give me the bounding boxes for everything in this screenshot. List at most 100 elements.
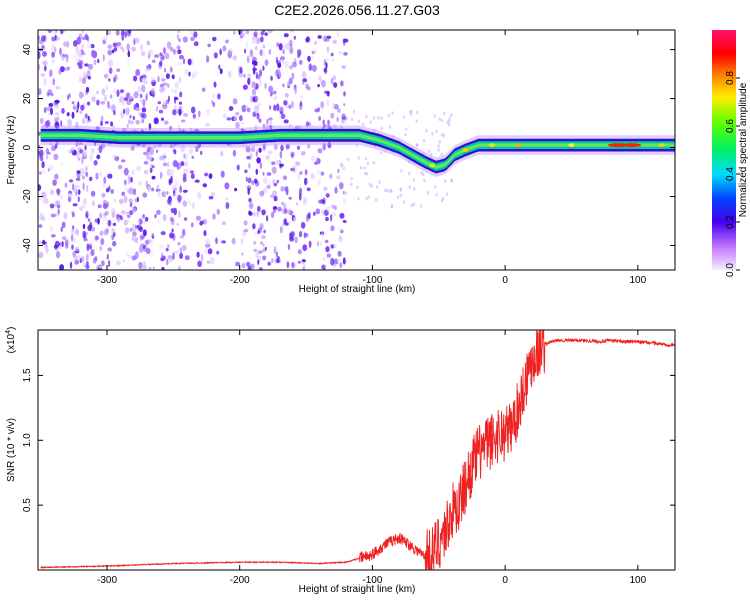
spectrogram-speck xyxy=(357,156,360,160)
spectrogram-speck xyxy=(442,133,445,138)
spectrogram-speck xyxy=(82,230,86,239)
spectrogram-speck xyxy=(217,93,221,100)
spectrogram-speck xyxy=(138,182,143,186)
spectrogram-speck xyxy=(365,196,368,201)
spectrogram-speck xyxy=(96,99,100,106)
spectrogram-speck xyxy=(326,99,330,107)
spectrogram-speck xyxy=(256,37,260,45)
spectrogram-speck xyxy=(86,70,91,76)
spectrogram-speck xyxy=(144,239,149,246)
spectrogram-speck xyxy=(305,122,312,127)
spectrogram-speck xyxy=(159,84,164,88)
spectrogram-speck xyxy=(107,59,114,67)
spectrogram-speck xyxy=(301,71,307,79)
spectrogram-speck xyxy=(72,105,77,110)
spectrogram-speck xyxy=(253,60,258,66)
spectrogram-speck xyxy=(190,30,195,37)
spectrogram-speck xyxy=(103,212,107,217)
spectrogram-speck xyxy=(330,77,334,85)
spectrogram-speck xyxy=(301,259,306,263)
spectrogram-speck xyxy=(122,259,126,263)
spectrogram-speck xyxy=(426,190,430,195)
spectrogram-speck xyxy=(340,162,344,168)
spectrogram-speck xyxy=(172,252,175,260)
spectrogram-speck xyxy=(91,200,96,207)
spectrogram-speck xyxy=(190,173,195,179)
spectrogram-speck xyxy=(133,38,136,46)
spectrogram-speck xyxy=(403,200,406,204)
spectrogram-speck xyxy=(255,151,258,157)
spectrogram-speck xyxy=(352,109,356,114)
spectrogram-speck xyxy=(380,126,383,130)
spectrogram-speck xyxy=(318,116,322,121)
spectrogram-speck xyxy=(399,193,402,198)
spectrogram-speck xyxy=(267,261,272,266)
spectrogram-speck xyxy=(150,239,154,248)
spectrogram-speck xyxy=(271,161,276,166)
spectrogram-speck xyxy=(53,99,59,107)
spectrogram-speck xyxy=(126,219,130,223)
spectrogram-speck xyxy=(112,240,117,247)
spectrogram-speck xyxy=(155,105,159,112)
spectrogram-speck xyxy=(182,189,188,193)
spectrogram-speck xyxy=(38,184,42,191)
spectrogram-speck xyxy=(340,79,345,87)
spectrogram-speck xyxy=(400,169,403,173)
spectrogram-speck xyxy=(268,117,273,121)
spectrogram-speck xyxy=(280,186,286,192)
spectrogram-speck xyxy=(97,204,102,209)
spectrogram-speck xyxy=(389,125,392,129)
spectrogram-speck xyxy=(224,182,230,190)
spectrogram-speck xyxy=(289,65,293,70)
spectrogram-speck xyxy=(252,241,256,247)
spectrogram-speck xyxy=(76,36,82,45)
spectrogram-speck xyxy=(51,44,55,52)
spectrogram-speck xyxy=(126,123,129,129)
spectrogram-speck xyxy=(284,60,289,68)
spectrogram-speck xyxy=(425,128,428,133)
spectrogram-speck xyxy=(80,104,85,111)
spectrogram-speck xyxy=(156,184,159,189)
spectrogram-speck xyxy=(246,185,252,191)
spectrogram-speck xyxy=(303,263,306,268)
spectrogram-speck xyxy=(262,248,266,253)
ridge-hotspot xyxy=(488,143,495,148)
spectrogram-speck xyxy=(192,113,196,119)
spectrogram-speck xyxy=(365,114,368,119)
spectrogram-speck xyxy=(47,30,53,33)
spectrogram-speck xyxy=(264,59,269,66)
spectrogram-speck xyxy=(302,266,305,270)
spectrogram-speck xyxy=(288,77,293,85)
spectrogram-speck xyxy=(64,239,69,246)
spectrogram-speck xyxy=(255,149,258,155)
ridge-hotspot xyxy=(515,143,522,148)
spectrogram-speck xyxy=(162,82,168,86)
spectrogram-speck xyxy=(262,44,266,49)
spectrogram-speck xyxy=(342,190,345,195)
spectrogram-speck xyxy=(40,35,46,42)
spectrogram-speck xyxy=(252,144,256,148)
spectrogram-speck xyxy=(252,223,256,230)
spectrogram-speck xyxy=(71,111,75,119)
spectrogram-speck xyxy=(166,258,169,266)
spectrogram-speck xyxy=(113,110,116,116)
spectrogram-speck xyxy=(77,51,83,58)
spectrogram-speck xyxy=(262,143,266,151)
spectrogram-speck xyxy=(347,157,350,162)
spectrogram-speck xyxy=(283,203,287,210)
spectrogram-speck xyxy=(314,161,318,165)
spectrogram-speck xyxy=(327,123,330,130)
spectrogram-speck xyxy=(265,122,270,128)
spectrogram-speck xyxy=(238,30,243,35)
spectrogram-speck xyxy=(83,71,87,79)
spectrogram-speck xyxy=(239,34,244,39)
spectrogram-speck xyxy=(135,37,140,44)
colorbar xyxy=(712,30,736,270)
spectrogram-speck xyxy=(254,31,258,39)
spectrogram-speck xyxy=(366,171,369,176)
spectrogram-speck xyxy=(104,210,109,216)
snr-panel xyxy=(40,330,675,570)
spectrogram-speck xyxy=(73,40,77,47)
spectrogram-speck xyxy=(176,223,180,226)
spectrogram-speck xyxy=(350,176,353,181)
